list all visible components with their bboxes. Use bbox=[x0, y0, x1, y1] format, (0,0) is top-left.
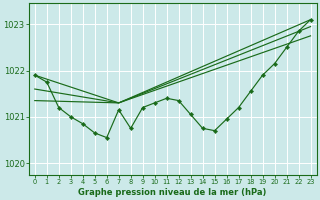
X-axis label: Graphe pression niveau de la mer (hPa): Graphe pression niveau de la mer (hPa) bbox=[78, 188, 267, 197]
